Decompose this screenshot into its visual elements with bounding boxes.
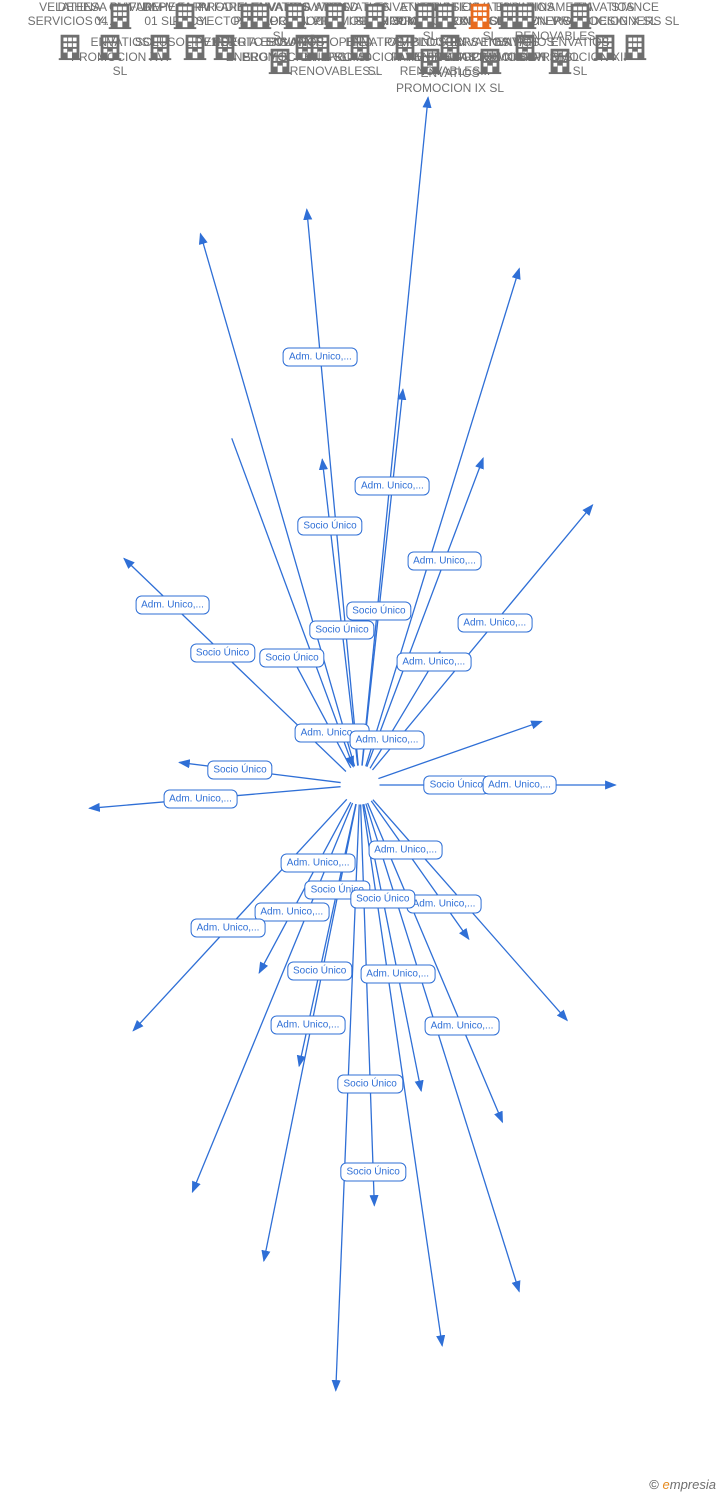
relationship-label: Socio Único	[424, 776, 489, 795]
relationship-label: Adm. Unico,...	[271, 1016, 346, 1035]
brand-e: e	[663, 1477, 670, 1492]
relationship-edge	[373, 800, 567, 1021]
relationship-label: Adm. Unico,...	[295, 723, 370, 742]
relationship-edge	[370, 652, 440, 769]
relationship-edge	[307, 209, 358, 765]
relationship-label: Adm. Unico,...	[425, 1017, 500, 1036]
relationship-edge	[361, 804, 375, 1205]
relationship-label: Adm. Unico,...	[283, 347, 358, 366]
building-icon	[510, 0, 540, 30]
relationship-edge	[264, 804, 356, 1261]
company-node[interactable]: BLOGGERS ENERGIAS RENOVABLES...	[390, 0, 500, 79]
relationship-label: Socio Único	[297, 517, 362, 536]
relationship-edge	[371, 801, 469, 939]
relationship-edge	[368, 803, 503, 1122]
relationship-label: Adm. Unico,...	[163, 789, 238, 808]
building-icon	[170, 0, 200, 30]
relationship-label: Adm. Unico,...	[355, 477, 430, 496]
footer-credit: © empresia	[649, 1477, 716, 1492]
relationship-edge	[364, 804, 421, 1091]
relationship-label: Adm. Unico,...	[135, 596, 210, 615]
relationship-label: Adm. Unico,...	[350, 731, 425, 750]
company-node[interactable]: ANTHOPHILA ENERGIAS RENOVABLES...	[280, 0, 390, 79]
relationship-edge	[366, 804, 519, 1292]
relationship-label: Socio Único	[341, 1163, 406, 1182]
relationship-edge	[179, 762, 340, 782]
relationship-label: Adm. Unico,...	[407, 551, 482, 570]
relationship-label: Adm. Unico,...	[254, 903, 329, 922]
relationship-edge	[289, 652, 351, 768]
relationship-label: Adm. Unico,...	[457, 613, 532, 632]
relationship-edge	[259, 802, 351, 973]
relationship-label: Socio Único	[305, 881, 370, 900]
relationship-edge	[322, 459, 358, 765]
relationship-label: Socio Único	[346, 601, 411, 620]
relationship-label: Socio Único	[309, 620, 374, 639]
relationship-label: Adm. Unico,...	[407, 895, 482, 914]
relationship-label: Adm. Unico,...	[396, 653, 471, 672]
relationship-edge	[299, 804, 356, 1066]
relationship-edge	[362, 97, 428, 765]
relationship-edge	[232, 438, 353, 766]
relationship-label: Adm. Unico,...	[281, 853, 356, 872]
relationship-label: Socio Único	[190, 644, 255, 663]
relationship-edge	[362, 389, 403, 765]
relationship-edge	[363, 804, 442, 1345]
relationship-label: Adm. Unico,...	[360, 964, 435, 983]
relationship-edge	[89, 787, 340, 809]
brand-rest: mpresia	[670, 1477, 716, 1492]
relationship-edge	[200, 234, 354, 767]
building-icon	[320, 0, 350, 30]
building-icon	[430, 0, 460, 30]
relationship-label: Socio Único	[207, 761, 272, 780]
building-icon	[245, 0, 275, 30]
relationship-label: Adm. Unico,...	[368, 840, 443, 859]
relationship-edge	[366, 269, 520, 767]
relationship-label: Socio Único	[338, 1075, 403, 1094]
relationship-label: Socio Único	[259, 648, 324, 667]
relationship-edge	[133, 799, 347, 1030]
company-label: ANTHOPHILA ENERGIAS RENOVABLES...	[280, 35, 390, 78]
relationship-edge	[336, 804, 359, 1390]
relationship-label: Adm. Unico,...	[482, 776, 557, 795]
company-label: BLOGGERS ENERGIAS RENOVABLES...	[390, 35, 500, 78]
relationship-edge	[192, 803, 352, 1192]
relationship-label: Socio Único	[287, 962, 352, 981]
copyright-symbol: ©	[649, 1477, 659, 1492]
relationship-label: Socio Único	[350, 889, 415, 908]
relationship-edge	[378, 721, 541, 778]
relationship-label: Adm. Unico,...	[191, 919, 266, 938]
relationship-edge	[124, 559, 346, 772]
relationship-edge	[372, 505, 592, 770]
relationship-edge	[367, 458, 483, 767]
